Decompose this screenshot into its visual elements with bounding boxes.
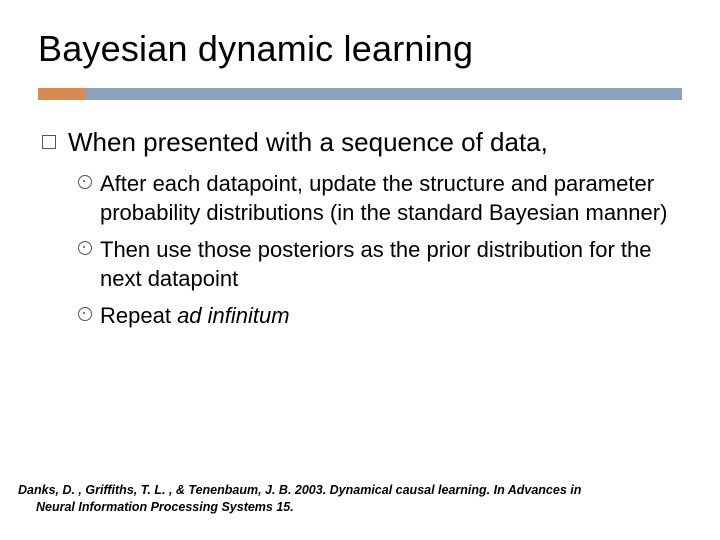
- slide-title: Bayesian dynamic learning: [38, 28, 682, 70]
- citation-line2: Neural Information Processing Systems 15…: [18, 499, 692, 516]
- bullet-level2-item: Then use those posteriors as the prior d…: [78, 235, 682, 293]
- bullet-text: Repeat: [100, 303, 177, 328]
- bullet-text-italic: ad infinitum: [177, 303, 290, 328]
- citation: Danks, D. , Griffiths, T. L. , & Tenenba…: [18, 482, 692, 516]
- bullet-text: After each datapoint, update the structu…: [100, 171, 667, 225]
- title-underline: [38, 88, 682, 100]
- bullet-level1: When presented with a sequence of data,: [38, 126, 682, 159]
- slide: Bayesian dynamic learning When presented…: [0, 0, 720, 540]
- title-underline-accent: [38, 88, 86, 100]
- bullet-level2-list: After each datapoint, update the structu…: [38, 169, 682, 330]
- bullet-text: Then use those posteriors as the prior d…: [100, 237, 652, 291]
- title-underline-bar: [38, 88, 682, 100]
- citation-line1: Danks, D. , Griffiths, T. L. , & Tenenba…: [18, 483, 581, 497]
- bullet-level2-item: Repeat ad infinitum: [78, 301, 682, 330]
- bullet-level2-item: After each datapoint, update the structu…: [78, 169, 682, 227]
